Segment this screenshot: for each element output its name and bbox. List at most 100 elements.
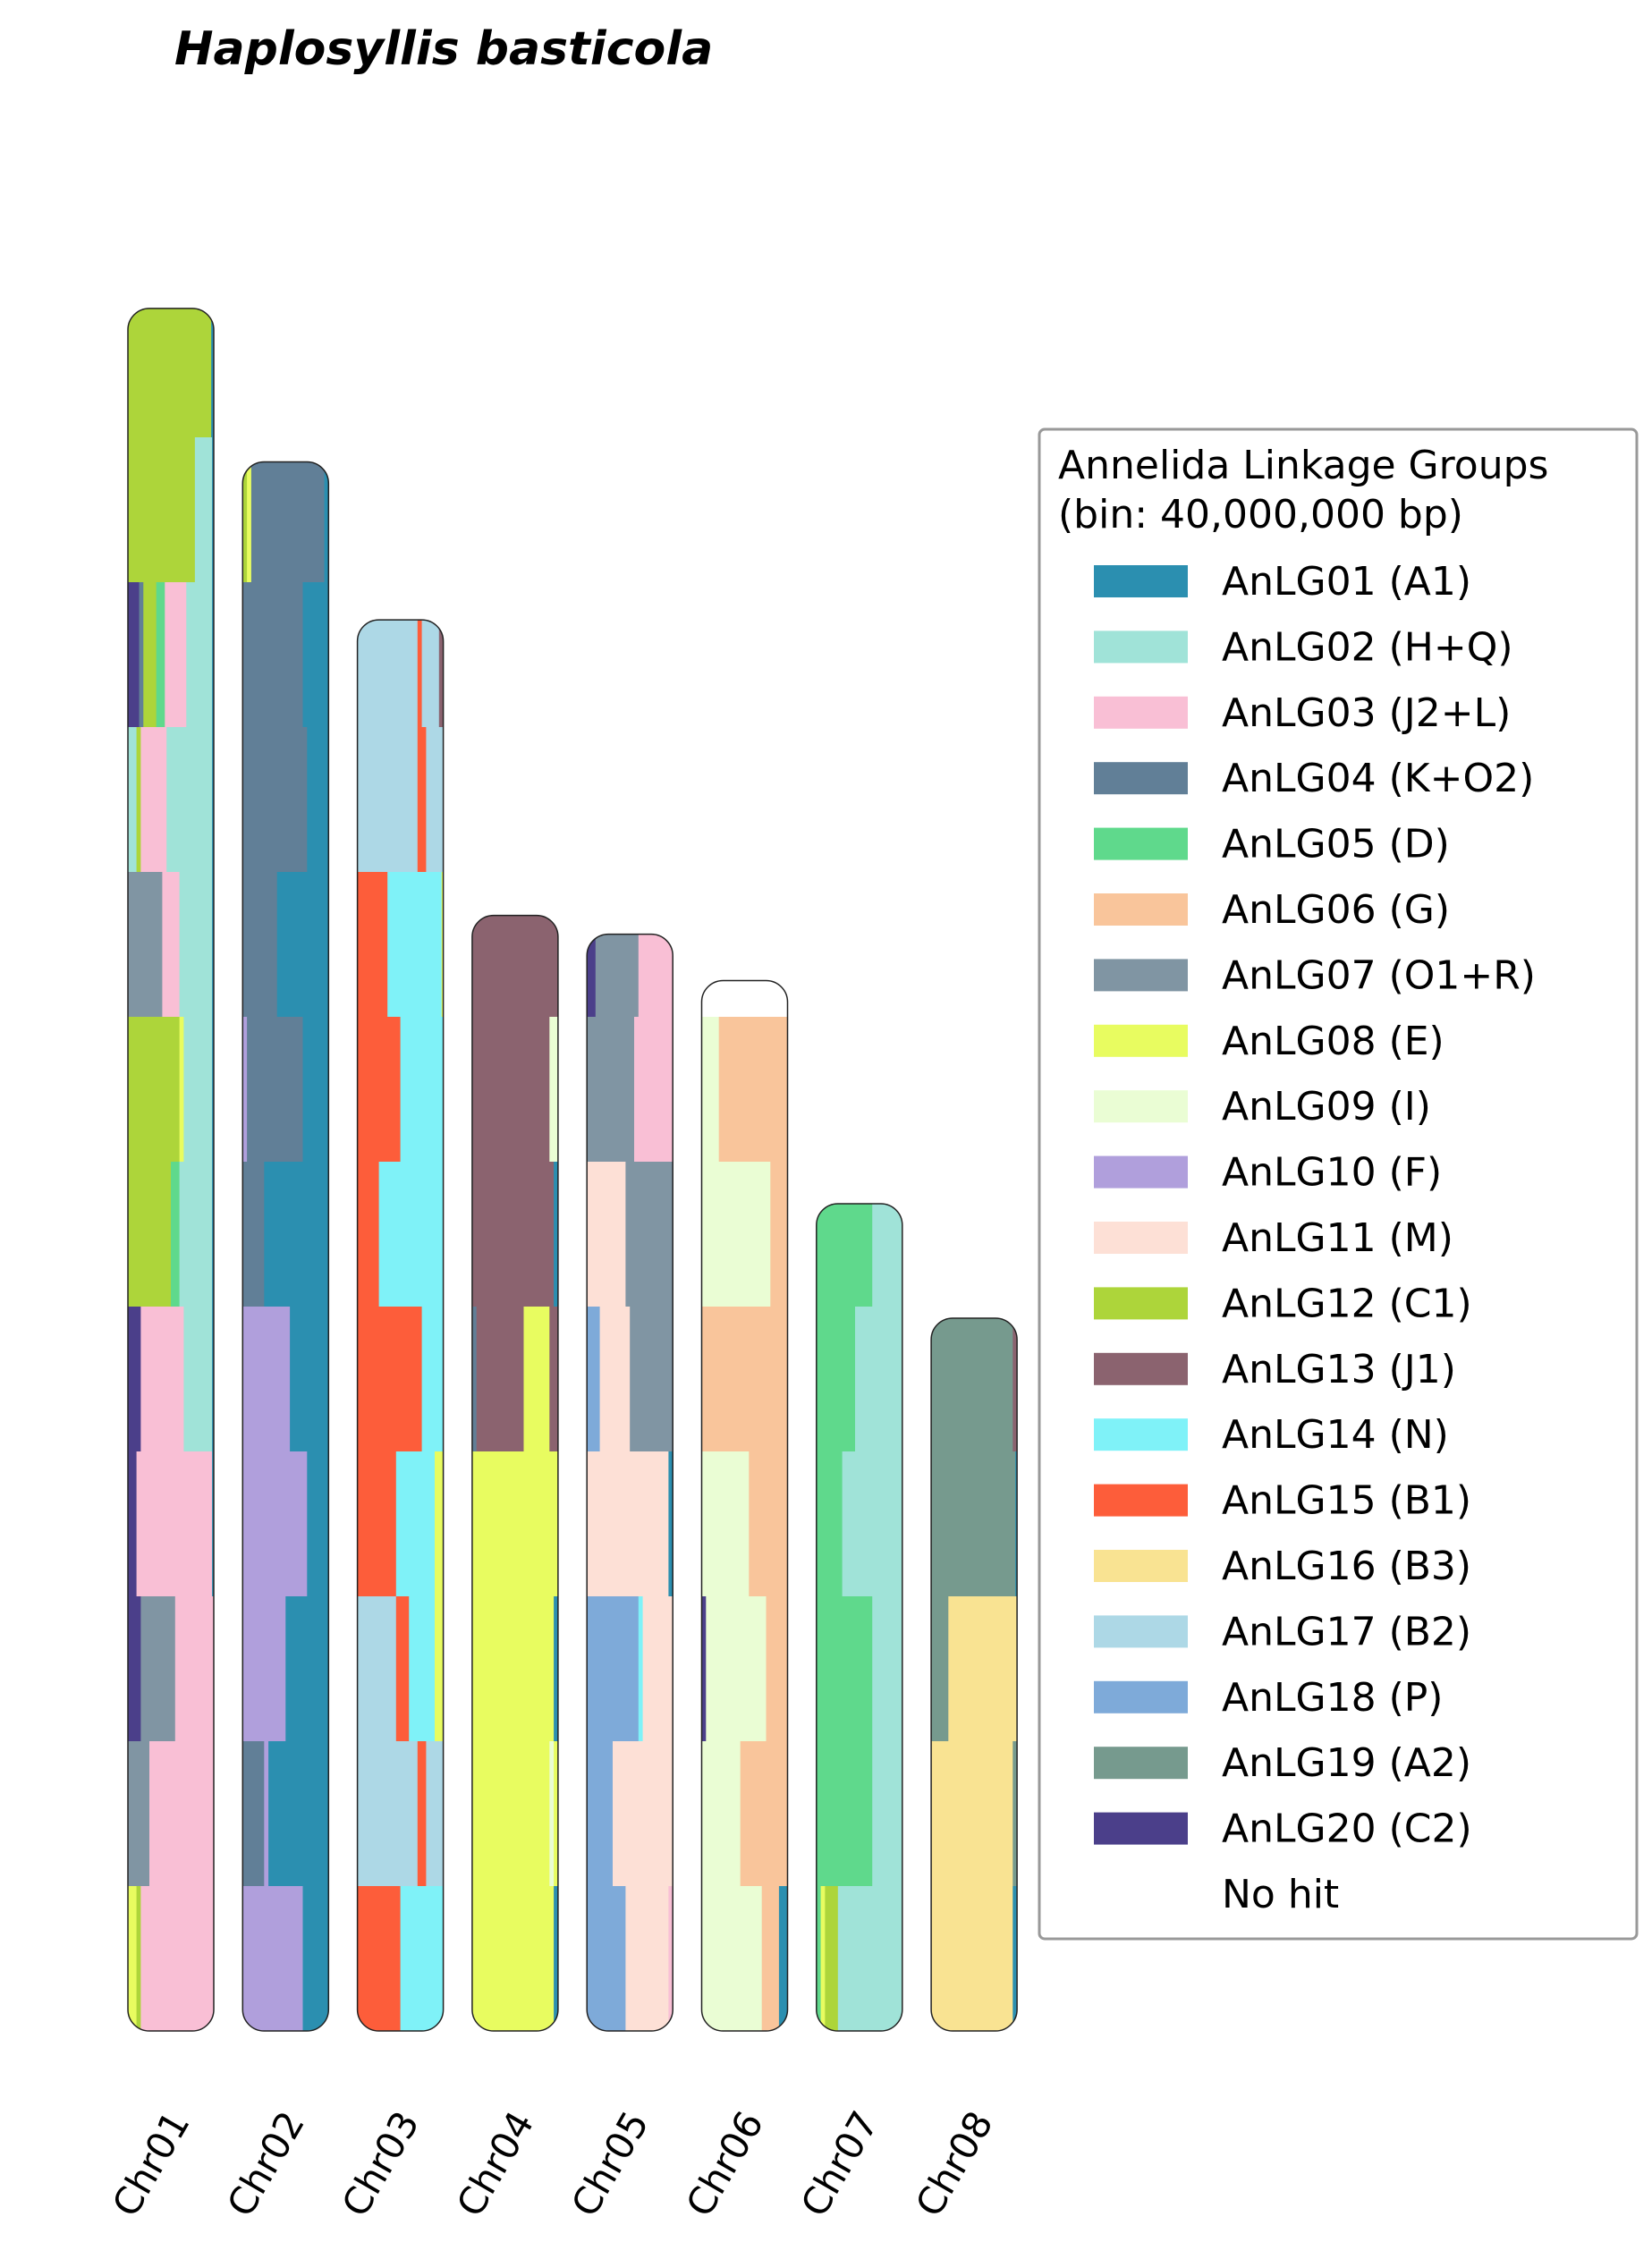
segment [357, 872, 388, 1018]
segment [357, 727, 419, 873]
chromosome-outline [700, 979, 789, 2032]
segment [599, 1307, 631, 1452]
segment [471, 1307, 478, 1452]
chromosome-outline [127, 308, 215, 2032]
legend-label: AnLG18 (P) [1222, 1675, 1443, 1721]
segment [179, 1162, 213, 1307]
segment [128, 1162, 172, 1307]
legend-label: AnLG14 (N) [1222, 1412, 1449, 1458]
legend-swatch [1094, 1090, 1188, 1123]
segment [549, 1307, 558, 1452]
chromosome-outline [586, 933, 674, 2032]
segment [587, 1017, 635, 1163]
legend-label: AnLG06 (G) [1222, 887, 1450, 933]
segment [128, 872, 163, 1018]
segment [128, 1307, 141, 1452]
segment [128, 582, 140, 728]
segment [242, 1307, 291, 1452]
legend-title: (bin: 40,000,000 bp) [1058, 492, 1463, 537]
segment [701, 1017, 720, 1163]
segment [872, 1596, 902, 1742]
segment [668, 1886, 674, 2031]
segment [171, 1162, 181, 1307]
segment [701, 1451, 750, 1597]
segment [136, 1886, 141, 2032]
legend-swatch [1094, 1550, 1188, 1582]
segment [587, 934, 597, 1018]
segment [290, 1307, 329, 1452]
segment [140, 1307, 184, 1452]
segment [128, 1596, 141, 1742]
segment [701, 1886, 763, 2031]
chromosome [242, 461, 329, 2031]
segment [931, 1596, 949, 1742]
segment [212, 872, 214, 1018]
segment [587, 1451, 669, 1597]
segment [128, 308, 212, 438]
segment [136, 1451, 213, 1597]
chromosome-outline [241, 461, 330, 2032]
legend-swatch [1094, 1418, 1188, 1451]
segment [128, 727, 138, 873]
legend-label: AnLG19 (A2) [1222, 1740, 1471, 1786]
segment [587, 1741, 614, 1887]
legend-label: AnLG02 (H+Q) [1222, 624, 1513, 670]
segment [324, 461, 329, 583]
segment [816, 1886, 822, 2031]
segment [872, 1203, 902, 1307]
segment [128, 1741, 150, 1887]
segment [820, 1886, 826, 2031]
segment [264, 1741, 269, 1887]
segment [549, 1017, 558, 1163]
segment [212, 437, 214, 583]
legend-label: AnLG05 (D) [1222, 822, 1450, 867]
segment [1015, 1451, 1018, 1597]
legend-label: AnLG20 (C2) [1222, 1806, 1472, 1852]
segment [174, 1596, 214, 1742]
segment [247, 1017, 304, 1163]
segment [357, 1886, 402, 2031]
segment [931, 1741, 1013, 1887]
segment [1012, 1317, 1018, 1452]
segment [855, 1307, 902, 1452]
chromosome [128, 308, 214, 2032]
segment [357, 1596, 397, 1742]
segment [931, 1317, 1013, 1452]
segment [179, 872, 213, 1018]
segment [183, 1017, 213, 1163]
segment [242, 727, 308, 873]
segment [595, 934, 640, 1018]
segment [587, 1596, 640, 1742]
segment [268, 1741, 329, 1887]
segment [778, 1886, 788, 2031]
segment [816, 1203, 873, 1307]
segment [149, 1741, 214, 1887]
segment [242, 461, 248, 583]
legend-box [1038, 427, 1639, 1941]
legend-swatch [1094, 1222, 1188, 1254]
segment [642, 1596, 674, 1742]
segment [554, 1886, 558, 2031]
segment [140, 727, 167, 873]
segment [426, 727, 444, 873]
segment [471, 1451, 558, 1597]
segment [471, 1017, 550, 1163]
segment [307, 1451, 329, 1597]
segment [701, 1741, 741, 1887]
segment [630, 1307, 674, 1452]
segment [554, 1162, 558, 1307]
x-tick-label: Chr04 [448, 2104, 543, 2224]
segment [264, 1162, 329, 1307]
segment [1012, 1741, 1018, 1887]
segment [165, 582, 187, 728]
legend-label: No hit [1222, 1872, 1339, 1917]
segment [242, 872, 278, 1018]
segment [549, 1741, 555, 1887]
legend-label: AnLG15 (B1) [1222, 1478, 1471, 1524]
segment [554, 1596, 558, 1742]
chromosome [587, 934, 674, 2031]
legend-swatch [1094, 762, 1188, 795]
segment [749, 1451, 788, 1597]
segment [435, 1451, 444, 1597]
